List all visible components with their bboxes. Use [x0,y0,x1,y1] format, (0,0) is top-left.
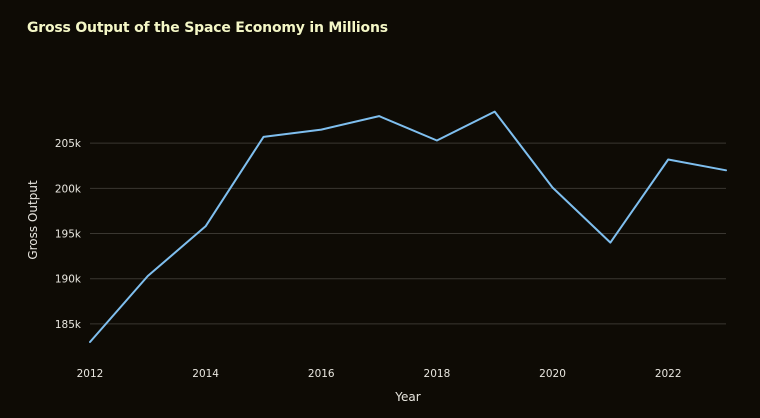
grid-lines [90,142,726,325]
x-axis-ticks: 2012 2014 2016 2018 2020 2022 [77,368,682,380]
x-tick-label: 2016 [308,368,335,380]
data-point[interactable] [723,167,729,173]
data-point[interactable] [607,240,613,246]
data-point[interactable] [87,339,93,345]
y-tick-label: 195k [55,229,82,241]
data-point[interactable] [376,113,382,119]
x-tick-label: 2020 [539,368,566,380]
x-tick-label: 2018 [424,368,451,380]
y-axis-title: Gross Output [26,180,40,260]
y-tick-label: 200k [55,183,82,195]
data-point[interactable] [260,134,266,140]
data-point[interactable] [665,156,671,162]
data-point[interactable] [492,109,498,115]
series-layer [87,109,729,345]
series-line [89,110,727,343]
chart-title: Gross Output of the Space Economy in Mil… [27,20,388,36]
data-point[interactable] [550,184,556,190]
data-point[interactable] [318,127,324,133]
x-tick-label: 2022 [655,368,682,380]
data-point[interactable] [203,223,209,229]
x-tick-label: 2014 [192,368,219,380]
x-axis-title: Year [394,390,420,404]
y-axis-ticks: 185k 190k 195k 200k 205k [55,138,82,331]
data-point[interactable] [145,273,151,279]
data-point[interactable] [434,137,440,143]
y-tick-label: 190k [55,274,82,286]
x-tick-label: 2012 [77,368,104,380]
y-tick-label: 205k [55,138,82,150]
y-tick-label: 185k [55,319,82,331]
